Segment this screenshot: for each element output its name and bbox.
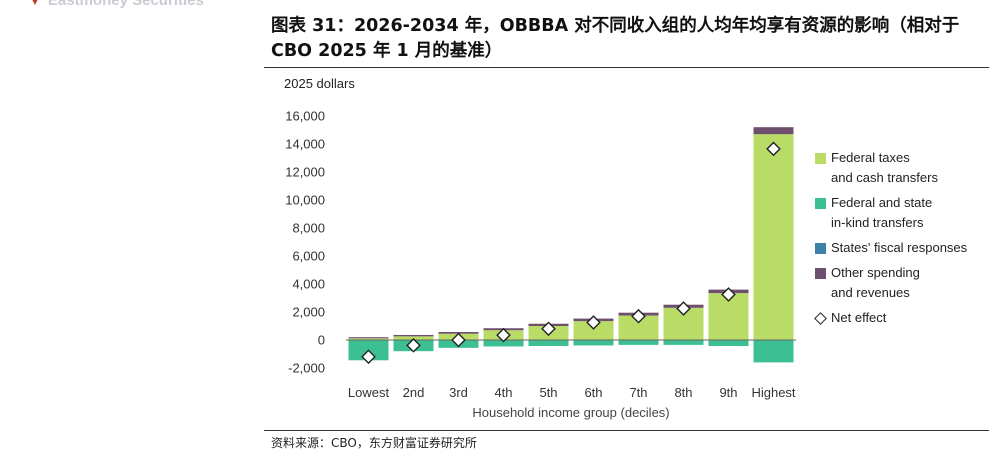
y-tick-label: 14,000	[285, 137, 325, 152]
y-tick-label: -2,000	[288, 361, 325, 376]
x-tick-label: Lowest	[348, 385, 390, 400]
y-tick-label: 0	[318, 333, 325, 348]
brand-triangle-icon: ▼	[30, 0, 40, 8]
bar-segment	[393, 334, 434, 337]
legend-label: States' fiscal responses	[831, 240, 968, 255]
x-tick-label: 3rd	[449, 385, 468, 400]
x-tick-label: 7th	[629, 385, 647, 400]
legend-item: States' fiscal responses	[815, 238, 967, 258]
legend-swatch	[815, 153, 826, 164]
legend-label: and revenues	[831, 285, 910, 300]
legend-swatch	[815, 243, 826, 254]
legend-label: Other spending	[831, 265, 920, 280]
net-effect-marker	[631, 308, 646, 324]
legend-label: Federal taxes	[831, 150, 910, 165]
net-effect-marker	[496, 327, 511, 343]
y-tick-label: 2,000	[292, 305, 325, 320]
x-tick-label: 2nd	[403, 385, 425, 400]
net-effect-marker	[361, 349, 376, 365]
legend-item: Federal and state in-kind transfers	[815, 193, 967, 233]
legend-item: Other spending and revenues	[815, 263, 967, 303]
chart: 2025 dollars 16,000 14,000 12,000 10,000 8,0…	[284, 76, 796, 420]
x-tick-label: 4th	[494, 385, 512, 400]
chart-title: 图表 31：2026-2034 年，OBBBA 对不同收入组的人均年均享有资源的…	[271, 16, 960, 61]
y-tick-label: 6,000	[292, 249, 325, 264]
y-tick-label: 8,000	[292, 221, 325, 236]
net-effect-marker	[451, 332, 466, 348]
net-effect-marker	[766, 141, 781, 157]
bar-segment	[483, 340, 524, 347]
y-tick-label: 10,000	[285, 193, 325, 208]
net-effect-marker	[541, 321, 556, 337]
source-note: 资料来源：CBO，东方财富证券研究所	[271, 436, 477, 450]
net-effect-marker	[721, 287, 736, 302]
legend-label: Federal and state	[831, 195, 933, 210]
bar-segment	[753, 340, 794, 363]
legend-label: and cash transfers	[831, 170, 938, 185]
brand-watermark: ▼ Eastmoney Securities	[30, 0, 204, 9]
bar-segment	[348, 338, 389, 340]
legend-label: Net effect	[831, 310, 887, 325]
bar-segment	[573, 340, 614, 346]
legend-swatch	[815, 198, 826, 209]
net-effect-marker	[586, 315, 601, 330]
bar-segment	[753, 134, 794, 340]
x-tick-label: Highest	[751, 385, 795, 400]
bar-segment	[573, 321, 614, 340]
legend-item: Federal taxes and cash transfers	[815, 148, 967, 188]
net-effect-markers	[361, 141, 781, 365]
x-tick-label: 9th	[719, 385, 737, 400]
x-axis: Lowest 2nd 3rd 4th 5th 6th 7th 8th 9th Highest	[348, 385, 796, 400]
y-tick-label: 12,000	[285, 165, 325, 180]
bar-segment	[618, 340, 659, 345]
x-tick-label: 6th	[584, 385, 602, 400]
bars	[348, 127, 794, 363]
legend: Federal taxes and cash transfers Federal a…	[814, 148, 967, 333]
y-tick-label: 4,000	[292, 277, 325, 292]
bar-segment	[528, 340, 569, 347]
top-divider	[264, 67, 989, 68]
y-tick-label: 16,000	[285, 109, 325, 124]
bar-segment	[708, 340, 749, 347]
y-axis-label: 2025 dollars	[284, 76, 355, 91]
bar-segment	[753, 127, 794, 135]
legend-swatch	[815, 268, 826, 279]
bar-segment	[348, 337, 389, 339]
legend-item-net-effect: Net effect	[814, 308, 967, 328]
legend-label: in-kind transfers	[831, 215, 924, 230]
y-axis: 16,000 14,000 12,000 10,000 8,000 6,000 4,000 2…	[285, 109, 325, 376]
net-effect-marker	[676, 301, 691, 316]
brand-text: Eastmoney Securities	[47, 0, 204, 9]
x-tick-label: 5th	[539, 385, 557, 400]
diamond-icon	[814, 312, 827, 325]
net-effect-marker	[406, 337, 421, 353]
bar-segment	[663, 340, 704, 345]
x-tick-label: 8th	[674, 385, 692, 400]
bottom-divider	[264, 430, 989, 431]
x-axis-label: Household income group (deciles)	[472, 405, 669, 420]
